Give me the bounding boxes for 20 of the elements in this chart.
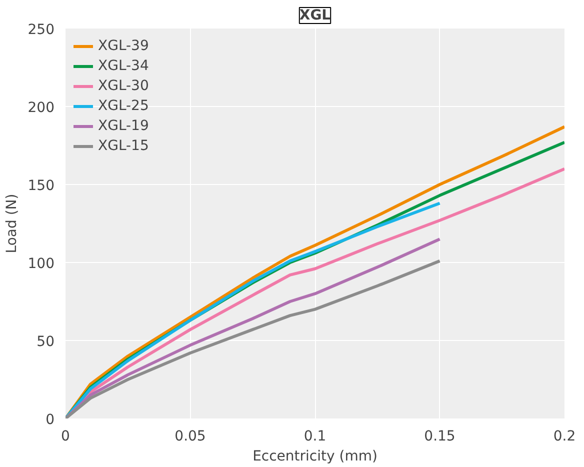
legend-label: XGL-25 (98, 98, 149, 114)
legend-label: XGL-34 (98, 58, 149, 74)
y-tick-label: 150 (28, 178, 55, 194)
x-axis-title: Eccentricity (mm) (252, 448, 378, 464)
y-tick-label: 200 (28, 100, 55, 116)
legend-label: XGL-30 (98, 78, 149, 94)
y-tick-label: 250 (28, 22, 55, 38)
x-tick-label: 0 (61, 428, 70, 444)
line-series (66, 202, 442, 418)
y-tick-label: 100 (28, 256, 55, 272)
legend-label: XGL-39 (98, 38, 149, 54)
x-tick-label: 0.2 (553, 428, 576, 444)
legend-label: XGL-19 (98, 118, 149, 134)
y-tick-label: 50 (36, 334, 55, 350)
y-tick-label: 0 (46, 412, 55, 428)
x-tick-label: 0.15 (424, 428, 456, 444)
legend-label: XGL-15 (98, 138, 149, 154)
x-tick-label: 0.05 (174, 428, 206, 444)
y-axis-title: Load (N) (4, 194, 20, 254)
x-tick-label: 0.1 (304, 428, 326, 444)
